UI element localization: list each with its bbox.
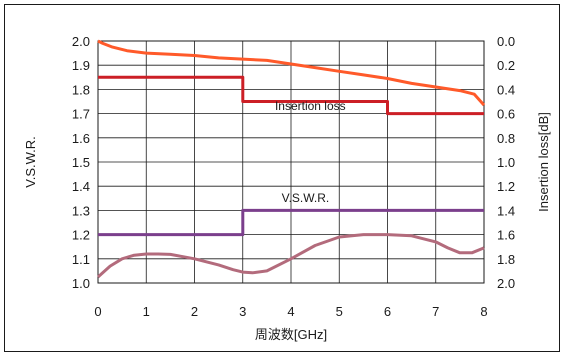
y-right-tick-label: 0.8	[497, 131, 515, 146]
y-left-tick-label: 1.7	[72, 107, 90, 122]
y-right-tick-label: 1.6	[497, 228, 515, 243]
y-left-tick-label: 2.0	[72, 34, 90, 49]
y-right-tick-label: 2.0	[497, 276, 515, 291]
series-line-2	[98, 75, 484, 116]
y-right-tick-label: 1.8	[497, 252, 515, 267]
y-right-tick-label: 0.2	[497, 58, 515, 73]
y-right-tick-label: 1.2	[497, 179, 515, 194]
x-tick-label: 5	[336, 304, 343, 319]
x-tick-label: 3	[239, 304, 246, 319]
y-left-tick-label: 1.4	[72, 179, 90, 194]
series-line-3	[98, 208, 484, 237]
y-right-tick-label: 1.0	[497, 155, 515, 170]
x-tick-label: 7	[432, 304, 439, 319]
y-left-tick-label: 1.1	[72, 252, 90, 267]
annotation-label: Insertion loss	[275, 99, 346, 113]
y-left-tick-label: 1.2	[72, 228, 90, 243]
x-tick-label: 1	[143, 304, 150, 319]
y-left-tick-label: 1.8	[72, 82, 90, 97]
series-line-1	[97, 39, 486, 107]
x-axis-label: 周波数[GHz]	[255, 327, 327, 342]
chart-frame: 0 1 2 3 4 5 6 7 8 1.0 1.1 1.2 1.3 1.4 1.5 1.6 1.7 1.8 1.9 2…	[4, 4, 560, 352]
annotation-label: V.S.W.R.	[282, 191, 330, 205]
plot-border	[97, 40, 485, 284]
y-right-tick-label: 0.0	[497, 34, 515, 49]
y-axis-label-left: V.S.W.R.	[23, 136, 38, 188]
y-left-tick-label: 1.6	[72, 131, 90, 146]
x-tick-label: 4	[287, 304, 294, 319]
annotations: Insertion loss V.S.W.R.	[275, 99, 346, 205]
vswr-insertion-loss-chart: 0 1 2 3 4 5 6 7 8 1.0 1.1 1.2 1.3 1.4 1.5 1.6 1.7 1.8 1.9 2…	[23, 34, 551, 342]
series-group	[96, 39, 486, 279]
y-right-tick-label: 1.4	[497, 203, 515, 218]
series-line-4	[96, 233, 485, 279]
y-left-tick-label: 1.3	[72, 203, 90, 218]
tick-labels: 0 1 2 3 4 5 6 7 8 1.0 1.1 1.2 1.3 1.4 1.5 1.6 1.7 1.8 1.9 2…	[72, 34, 515, 319]
y-left-tick-label: 1.0	[72, 276, 90, 291]
y-right-tick-label: 0.4	[497, 82, 515, 97]
x-tick-label: 2	[191, 304, 198, 319]
y-right-tick-label: 0.6	[497, 107, 515, 122]
x-tick-label: 8	[480, 304, 487, 319]
x-tick-label: 0	[94, 304, 101, 319]
y-axis-label-right: Insertion loss[dB]	[536, 112, 551, 212]
y-left-tick-label: 1.5	[72, 155, 90, 170]
x-tick-label: 6	[384, 304, 391, 319]
y-left-tick-label: 1.9	[72, 58, 90, 73]
